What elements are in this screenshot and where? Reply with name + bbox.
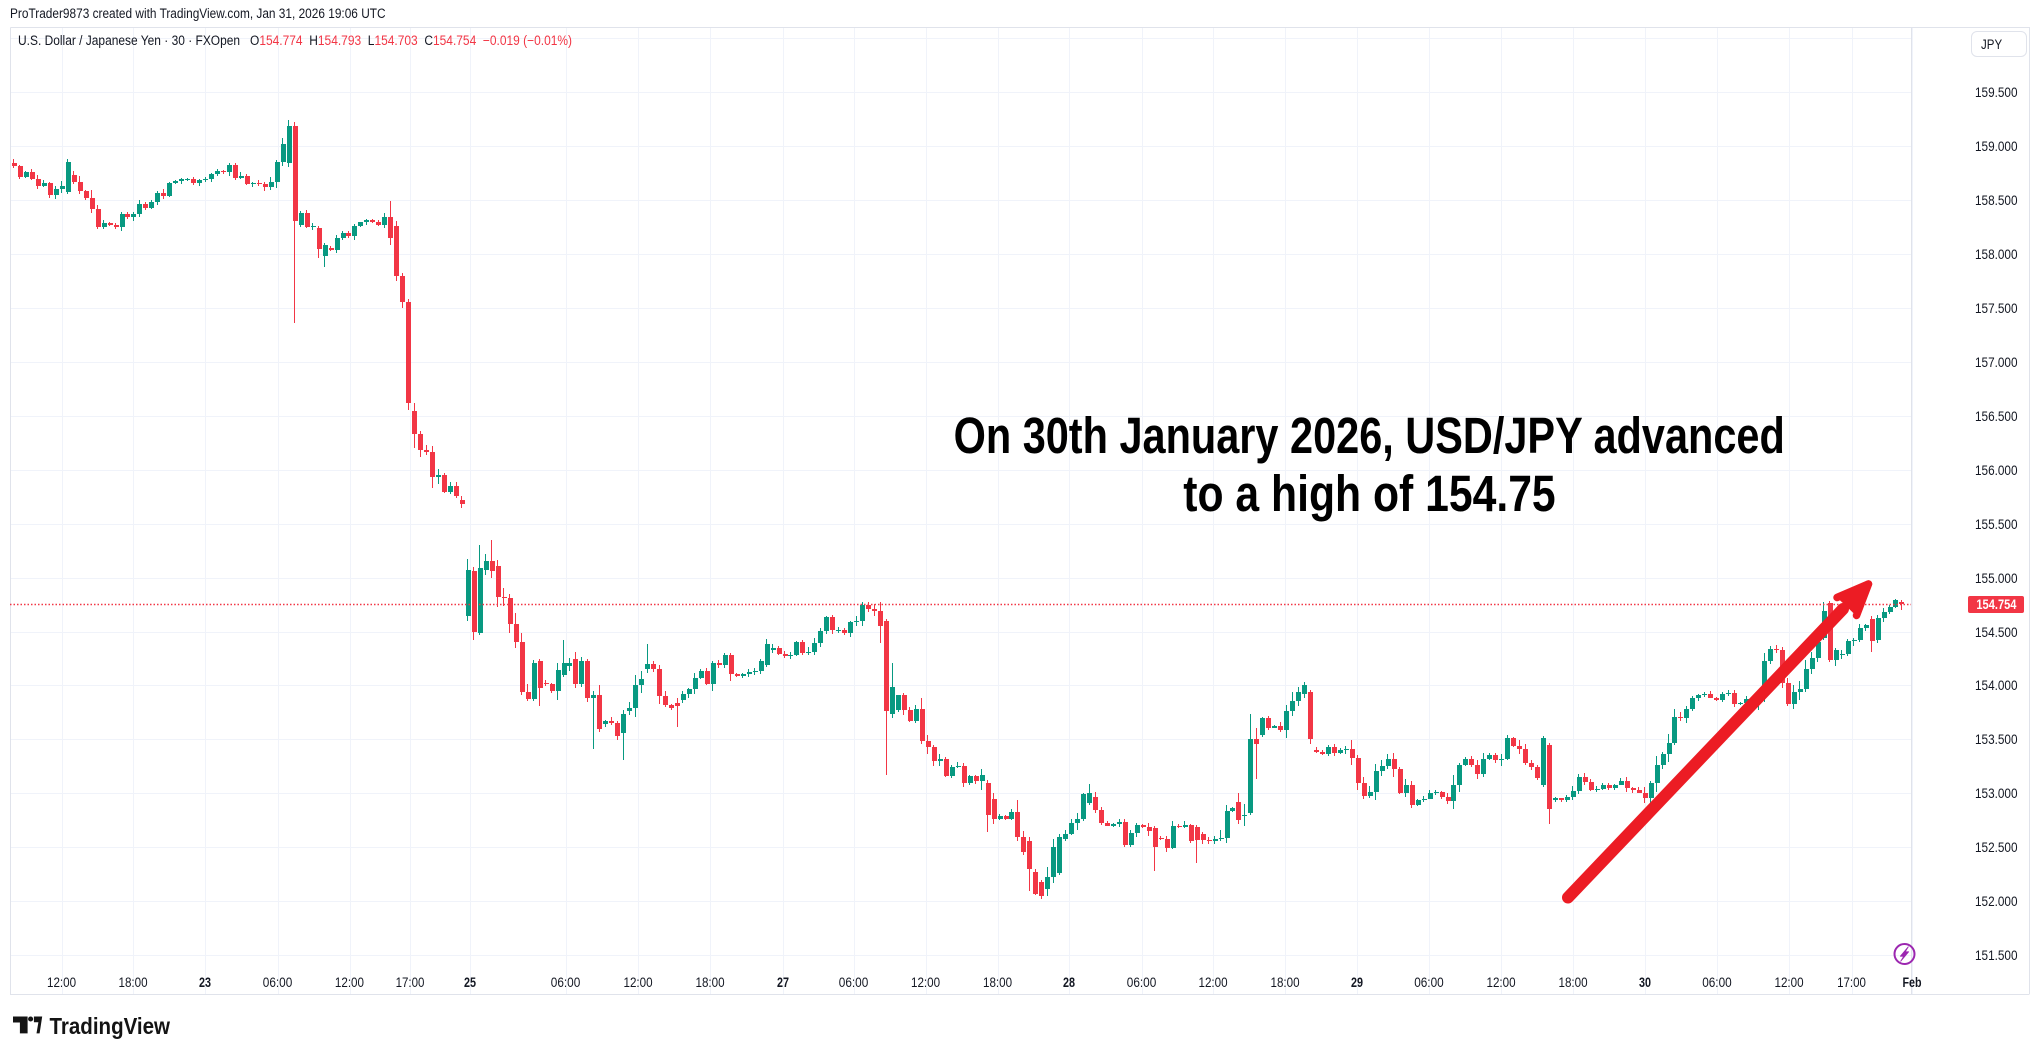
svg-text:18:00: 18:00	[1271, 974, 1300, 990]
svg-text:30: 30	[1639, 974, 1651, 990]
svg-text:18:00: 18:00	[983, 974, 1012, 990]
svg-text:TradingView: TradingView	[49, 1015, 170, 1039]
svg-text:23: 23	[199, 974, 211, 990]
svg-text:12:00: 12:00	[911, 974, 940, 990]
svg-text:25: 25	[464, 974, 476, 990]
svg-text:158.000: 158.000	[1975, 246, 2018, 262]
svg-text:158.500: 158.500	[1975, 192, 2018, 208]
svg-text:18:00: 18:00	[1559, 974, 1588, 990]
svg-text:159.000: 159.000	[1975, 138, 2018, 154]
svg-text:12:00: 12:00	[1487, 974, 1516, 990]
svg-text:156.500: 156.500	[1975, 408, 2018, 424]
svg-text:06:00: 06:00	[1414, 974, 1444, 990]
svg-text:17:00: 17:00	[1837, 974, 1866, 990]
svg-text:06:00: 06:00	[263, 974, 293, 990]
svg-text:155.500: 155.500	[1975, 516, 2018, 532]
svg-text:159.500: 159.500	[1975, 84, 2018, 100]
svg-text:151.500: 151.500	[1975, 947, 2018, 963]
svg-text:156.000: 156.000	[1975, 462, 2018, 478]
svg-text:17:00: 17:00	[396, 974, 425, 990]
svg-text:157.500: 157.500	[1975, 300, 2018, 316]
svg-text:18:00: 18:00	[696, 974, 725, 990]
svg-text:06:00: 06:00	[1702, 974, 1732, 990]
svg-text:06:00: 06:00	[551, 974, 581, 990]
svg-text:154.500: 154.500	[1975, 624, 2018, 640]
svg-text:153.000: 153.000	[1975, 785, 2018, 801]
svg-text:27: 27	[777, 974, 789, 990]
svg-text:06:00: 06:00	[1127, 974, 1157, 990]
svg-text:12:00: 12:00	[47, 974, 76, 990]
svg-text:155.000: 155.000	[1975, 570, 2018, 586]
svg-text:Feb: Feb	[1903, 974, 1922, 990]
svg-text:152.000: 152.000	[1975, 893, 2018, 909]
svg-text:154.000: 154.000	[1975, 677, 2018, 693]
svg-text:152.500: 152.500	[1975, 839, 2018, 855]
svg-text:18:00: 18:00	[119, 974, 148, 990]
svg-text:153.500: 153.500	[1975, 731, 2018, 747]
svg-text:12:00: 12:00	[1775, 974, 1804, 990]
svg-text:12:00: 12:00	[624, 974, 653, 990]
svg-text:157.000: 157.000	[1975, 354, 2018, 370]
svg-text:28: 28	[1063, 974, 1075, 990]
svg-text:06:00: 06:00	[839, 974, 869, 990]
svg-text:29: 29	[1351, 974, 1363, 990]
svg-text:12:00: 12:00	[335, 974, 364, 990]
svg-text:12:00: 12:00	[1199, 974, 1228, 990]
